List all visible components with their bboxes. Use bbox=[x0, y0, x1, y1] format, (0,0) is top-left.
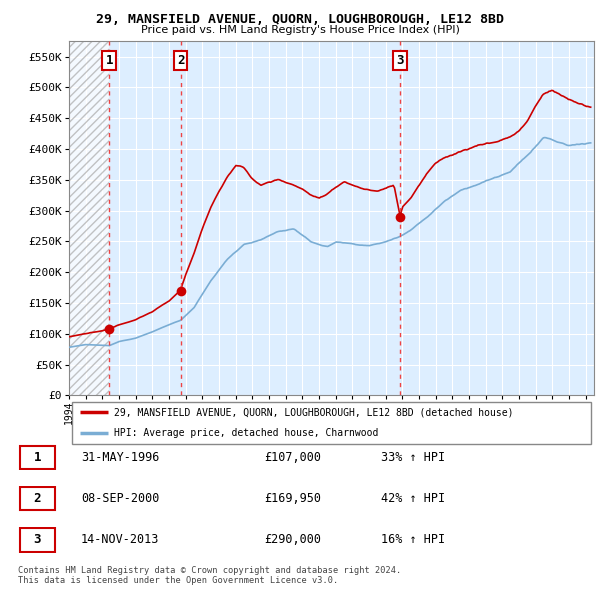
Text: 33% ↑ HPI: 33% ↑ HPI bbox=[381, 451, 445, 464]
Text: 2: 2 bbox=[177, 54, 184, 67]
Text: 16% ↑ HPI: 16% ↑ HPI bbox=[381, 533, 445, 546]
Text: Contains HM Land Registry data © Crown copyright and database right 2024.
This d: Contains HM Land Registry data © Crown c… bbox=[18, 566, 401, 585]
Text: 3: 3 bbox=[397, 54, 404, 67]
Bar bbox=[69, 41, 109, 395]
Text: £169,950: £169,950 bbox=[264, 492, 321, 505]
FancyBboxPatch shape bbox=[20, 528, 55, 552]
Text: Price paid vs. HM Land Registry's House Price Index (HPI): Price paid vs. HM Land Registry's House … bbox=[140, 25, 460, 35]
Text: 3: 3 bbox=[34, 533, 41, 546]
FancyBboxPatch shape bbox=[71, 402, 592, 444]
Text: 14-NOV-2013: 14-NOV-2013 bbox=[81, 533, 160, 546]
FancyBboxPatch shape bbox=[20, 487, 55, 510]
Text: HPI: Average price, detached house, Charnwood: HPI: Average price, detached house, Char… bbox=[113, 428, 378, 438]
Text: £290,000: £290,000 bbox=[264, 533, 321, 546]
Text: 1: 1 bbox=[34, 451, 41, 464]
Text: 31-MAY-1996: 31-MAY-1996 bbox=[81, 451, 160, 464]
Text: 08-SEP-2000: 08-SEP-2000 bbox=[81, 492, 160, 505]
Text: 29, MANSFIELD AVENUE, QUORN, LOUGHBOROUGH, LE12 8BD: 29, MANSFIELD AVENUE, QUORN, LOUGHBOROUG… bbox=[96, 13, 504, 26]
Text: £107,000: £107,000 bbox=[264, 451, 321, 464]
FancyBboxPatch shape bbox=[20, 445, 55, 469]
Text: 1: 1 bbox=[106, 54, 113, 67]
Text: 29, MANSFIELD AVENUE, QUORN, LOUGHBOROUGH, LE12 8BD (detached house): 29, MANSFIELD AVENUE, QUORN, LOUGHBOROUG… bbox=[113, 407, 513, 417]
Text: 2: 2 bbox=[34, 492, 41, 505]
Text: 42% ↑ HPI: 42% ↑ HPI bbox=[381, 492, 445, 505]
Bar bbox=[69, 41, 109, 395]
